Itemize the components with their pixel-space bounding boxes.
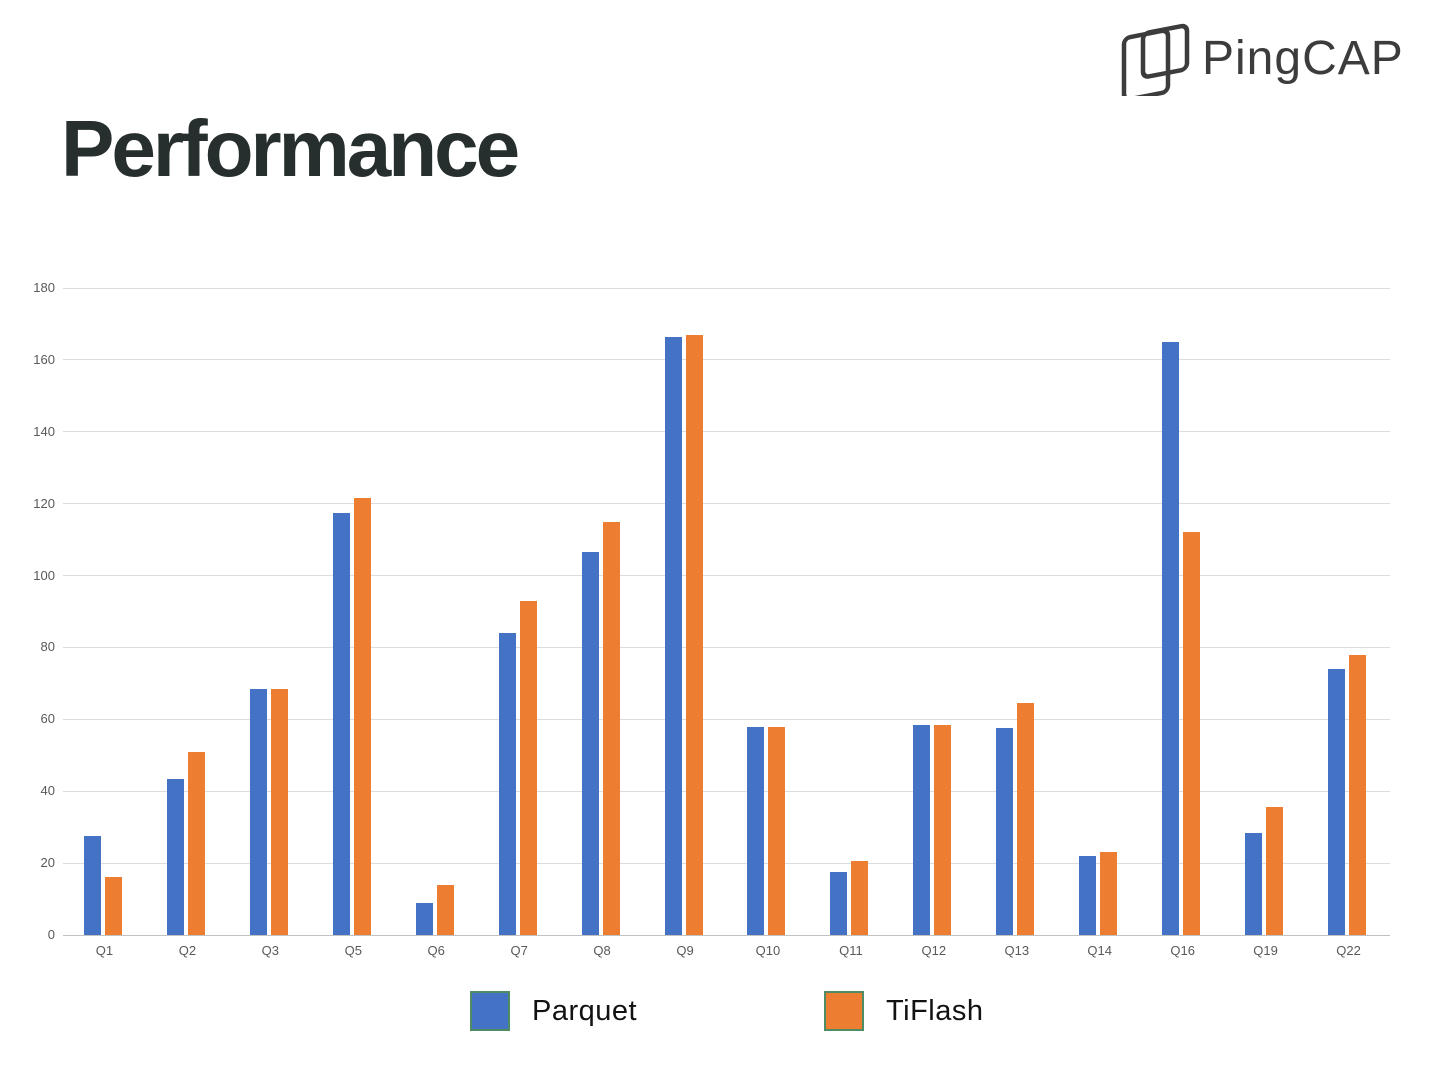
bar-tiflash-q7 [519,600,537,935]
y-tick-label: 160 [33,351,55,367]
bar-parquet-q19 [1245,832,1263,935]
x-tick-label: Q12 [921,943,947,958]
pingcap-logo-mark [1121,23,1190,96]
gridline [63,790,1390,792]
pingcap-wordmark: PingCAP [1202,32,1402,85]
x-tick-label: Q16 [1170,943,1195,958]
gridline [63,431,1390,433]
x-tick-label: Q3 [261,943,280,958]
bar-tiflash-q16 [1183,532,1201,935]
x-tick-label: Q2 [178,943,197,958]
gridline [63,575,1390,577]
y-tick-label: 180 [33,280,55,295]
bar-parquet-q14 [1079,855,1097,935]
parquet-swatch-icon [470,991,510,1031]
bar-parquet-q1 [83,836,101,935]
x-axis-baseline [63,934,1390,936]
bar-tiflash-q10 [768,726,786,935]
x-tick-label: Q22 [1336,943,1361,958]
bar-parquet-q10 [747,726,765,935]
y-tick-label: 40 [40,783,55,799]
x-tick-label: Q19 [1253,943,1278,958]
bar-tiflash-q1 [104,877,122,935]
y-tick-label: 0 [47,927,55,942]
gridline [63,862,1390,864]
chart-legend: Parquet TiFlash [0,985,1440,1045]
x-tick-label: Q13 [1004,943,1030,958]
x-tick-label: Q5 [344,943,362,958]
bar-tiflash-q8 [602,521,620,935]
bar-parquet-q8 [581,552,599,935]
page-title: Performance [61,104,520,193]
bar-parquet-q22 [1328,669,1346,935]
legend-label-tiflash: TiFlash [886,994,984,1027]
legend-item-parquet: Parquet [470,985,637,1037]
x-tick-label: Q8 [593,943,611,958]
bar-parquet-q11 [830,872,848,935]
legend-label-parquet: Parquet [532,994,638,1027]
y-tick-label: 120 [33,495,55,511]
y-tick-label: 20 [40,855,55,871]
x-tick-label: Q11 [839,943,863,958]
y-tick-label: 60 [40,711,55,727]
bar-parquet-q3 [249,688,267,935]
bar-tiflash-q2 [187,751,205,935]
bar-parquet-q16 [1162,341,1180,935]
bar-tiflash-q13 [1017,703,1035,935]
gridline [63,718,1390,720]
y-tick-label: 100 [33,567,55,583]
bar-parquet-q13 [996,728,1014,935]
bar-parquet-q7 [498,633,516,935]
y-tick-label: 80 [40,639,55,655]
x-tick-label: Q9 [676,943,694,958]
bar-parquet-q5 [332,512,350,935]
bar-tiflash-q9 [685,334,703,935]
bar-tiflash-q11 [851,861,869,935]
bar-parquet-q6 [415,902,433,935]
bar-tiflash-q14 [1100,852,1118,935]
gridline [63,287,1390,289]
x-tick-label: Q10 [755,943,781,958]
bar-parquet-q9 [664,336,682,935]
bar-tiflash-q5 [353,498,371,935]
bar-tiflash-q22 [1349,654,1367,935]
x-tick-label: Q6 [427,943,445,958]
x-tick-label: Q14 [1087,943,1112,958]
bar-parquet-q2 [166,778,184,935]
y-tick-label: 140 [33,423,55,439]
bar-tiflash-q19 [1266,807,1284,935]
gridline [63,359,1390,361]
x-tick-label: Q1 [95,943,114,958]
legend-item-tiflash: TiFlash [824,985,984,1037]
bar-parquet-q12 [913,724,931,935]
bar-tiflash-q12 [934,724,952,935]
bar-tiflash-q3 [270,688,288,935]
x-tick-label: Q7 [510,943,528,958]
gridline [63,646,1390,648]
pingcap-logo: PingCAP [1121,23,1402,96]
tiflash-swatch-icon [824,991,864,1031]
bar-tiflash-q6 [436,884,454,935]
gridline [63,503,1390,505]
